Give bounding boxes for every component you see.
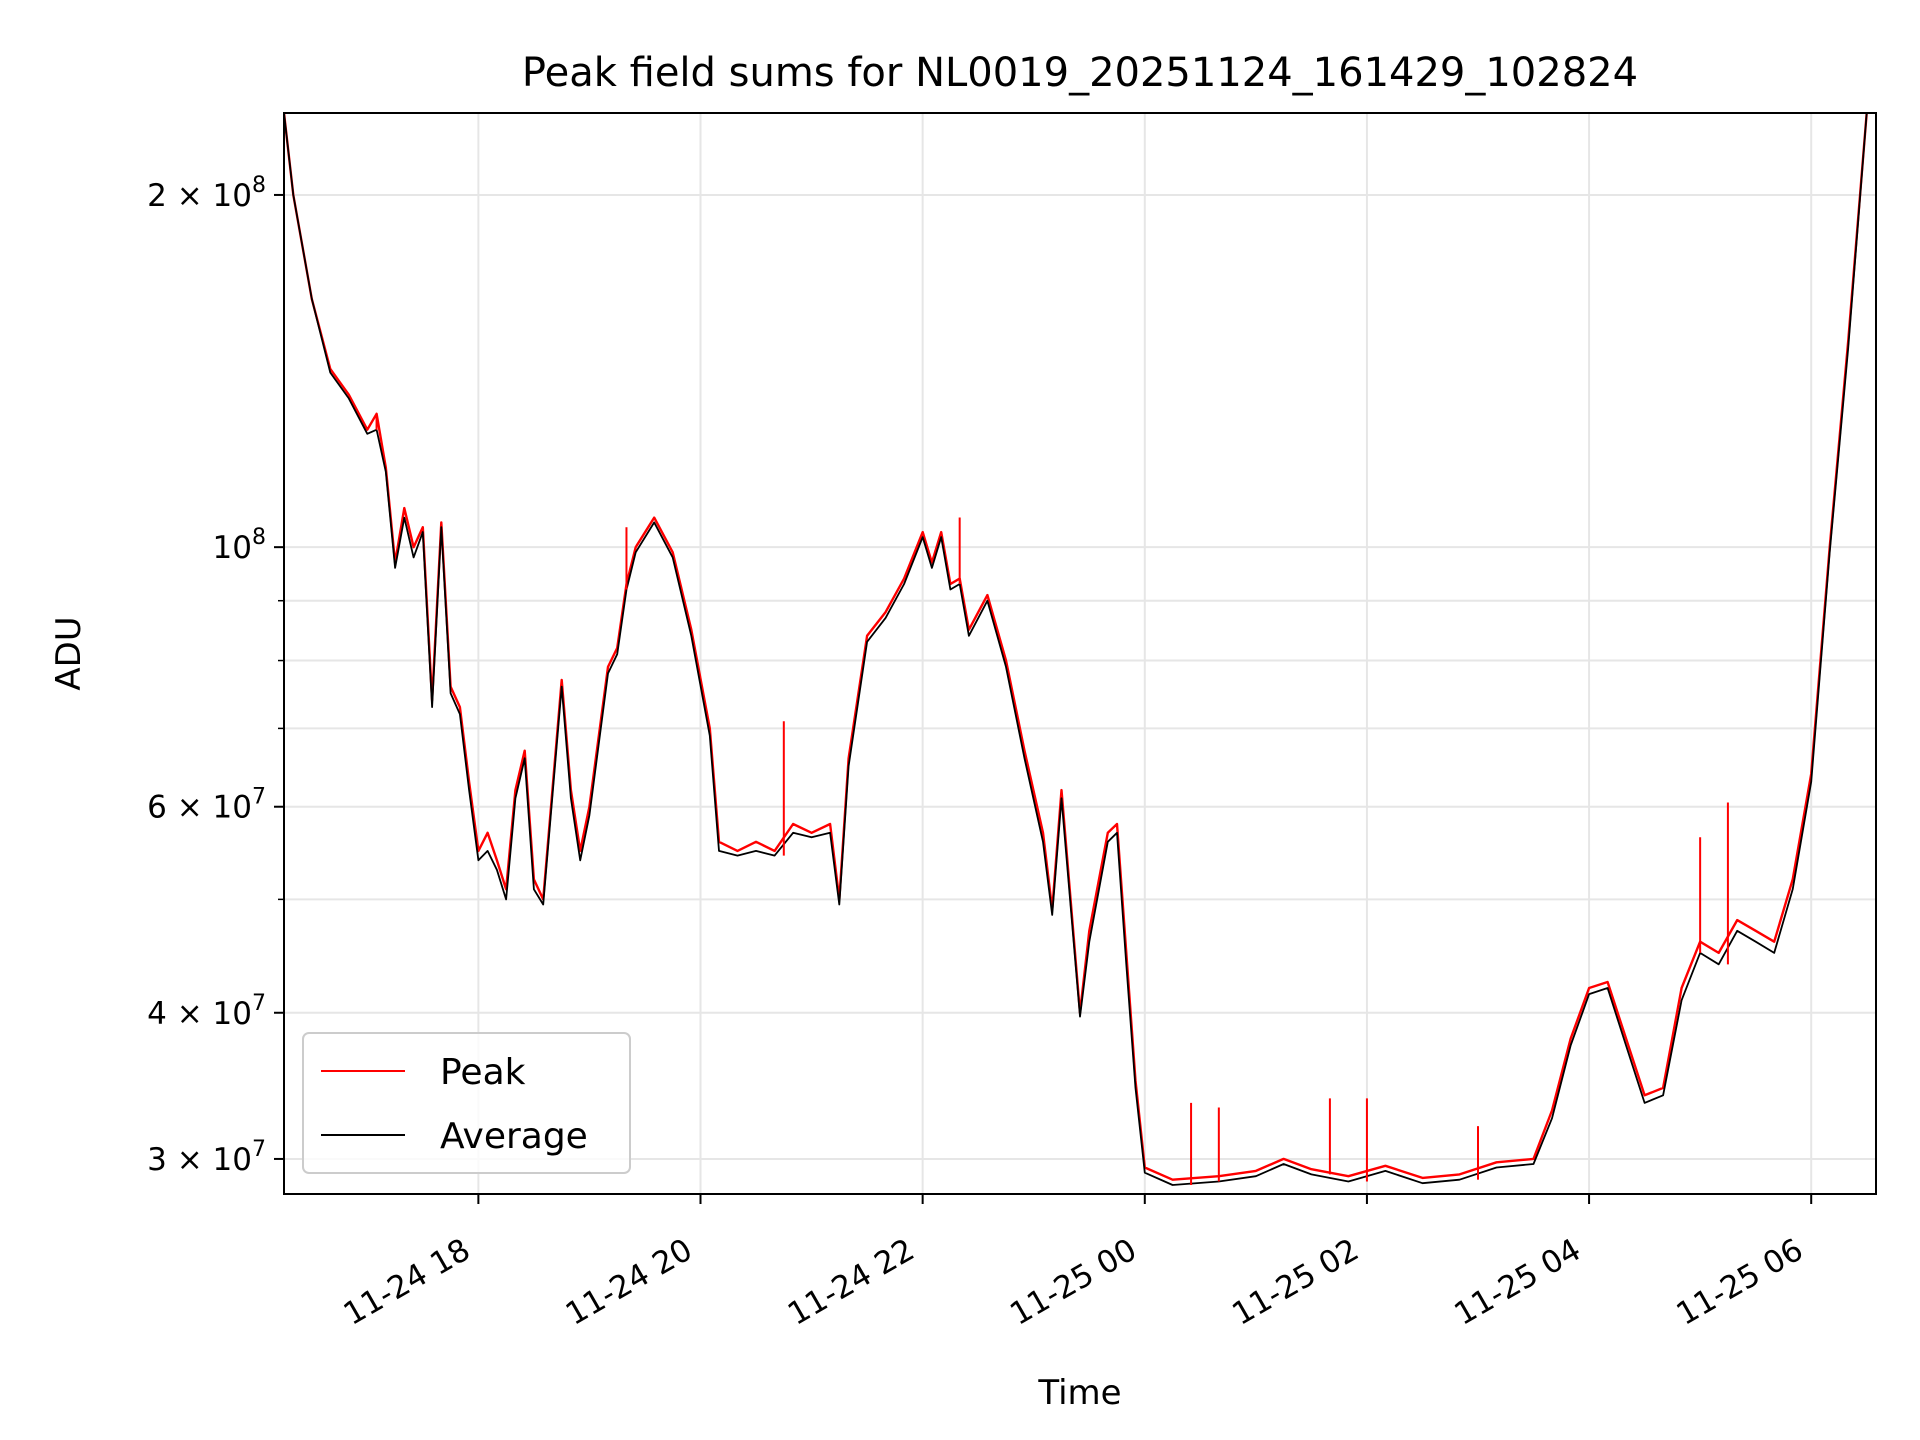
y-tick-label: 3 × 107 <box>147 1137 266 1178</box>
series-line-average <box>284 113 1868 1186</box>
x-tick-label: 11-24 22 <box>782 1232 921 1333</box>
y-tick-label: 2 × 108 <box>147 173 266 214</box>
y-tick-exponent: 8 <box>252 525 266 550</box>
y-tick-coefficient: 3 × 10 <box>147 1142 252 1178</box>
y-tick-exponent: 8 <box>252 173 266 198</box>
series-line-peak <box>284 113 1868 1181</box>
y-tick-coefficient: 6 × 10 <box>147 790 252 826</box>
y-tick-exponent: 7 <box>252 991 266 1016</box>
x-tick-label: 11-25 02 <box>1226 1232 1365 1333</box>
chart-title: Peak field sums for NL0019_20251124_1614… <box>522 50 1638 96</box>
grid <box>284 113 1876 1194</box>
x-tick-label: 11-25 04 <box>1448 1232 1587 1333</box>
legend: Peak Average <box>302 1032 631 1174</box>
legend-box <box>302 1032 631 1174</box>
x-tick-label: 11-24 18 <box>338 1232 477 1333</box>
plot-frame <box>283 112 1877 1195</box>
legend-label-average: Average <box>440 1116 588 1157</box>
y-tick-coefficient: 2 × 10 <box>147 178 252 214</box>
y-tick-coefficient: 10 <box>213 530 252 566</box>
x-tick-label: 11-25 00 <box>1004 1232 1143 1333</box>
x-axis-label: Time <box>1037 1373 1121 1413</box>
x-tick-label: 11-24 20 <box>560 1232 699 1333</box>
y-tick-label: 108 <box>213 525 266 566</box>
series-lines <box>284 113 1868 1186</box>
y-tick-exponent: 7 <box>252 785 266 810</box>
legend-label-peak: Peak <box>440 1052 526 1093</box>
y-axis-label: ADU <box>49 616 89 690</box>
x-tick-label: 11-25 06 <box>1670 1232 1809 1333</box>
y-tick-coefficient: 4 × 10 <box>147 996 252 1032</box>
y-tick-label: 4 × 107 <box>147 991 266 1032</box>
y-tick-label: 6 × 107 <box>147 785 266 826</box>
y-tick-exponent: 7 <box>252 1137 266 1162</box>
